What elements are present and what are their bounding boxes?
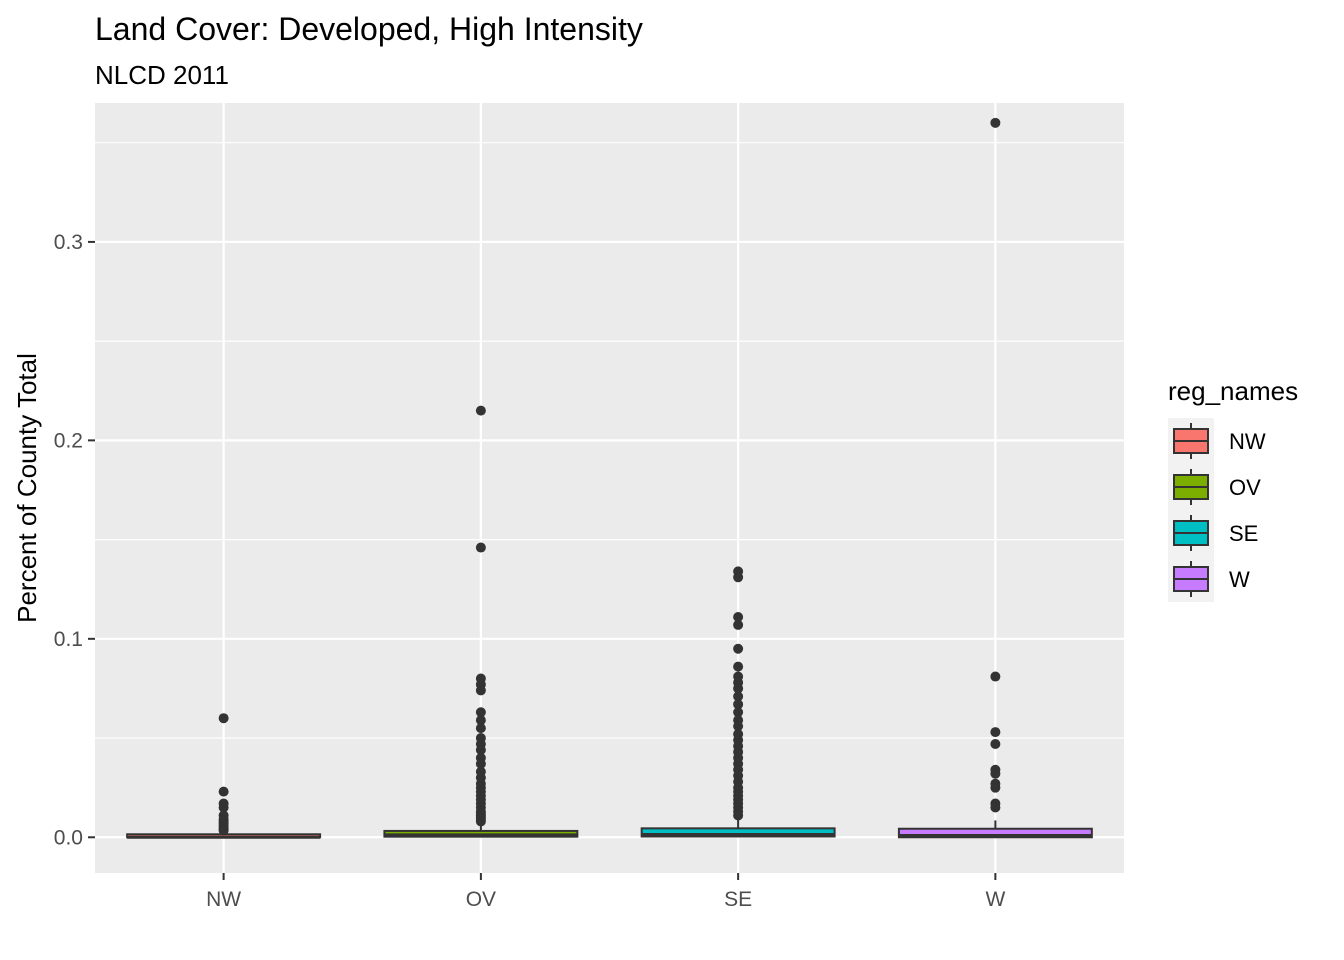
plot-panel [95, 103, 1124, 873]
outlier-point [475, 758, 486, 769]
box-ov [383, 405, 579, 838]
outlier-point [990, 739, 1001, 750]
legend-key-ov [1173, 469, 1209, 505]
axis-layer: 0.0 0.1 0.2 0.3 NW OV SE W [54, 231, 1006, 911]
legend-title: reg_names [1168, 376, 1298, 406]
outlier-point [990, 727, 1001, 738]
outlier-point [475, 723, 486, 734]
chart-subtitle: NLCD 2011 [95, 60, 229, 90]
outlier-point [990, 768, 1001, 779]
legend-key-w [1173, 561, 1209, 597]
box-nw [126, 713, 322, 839]
outlier-point [475, 685, 486, 696]
legend-key-se [1173, 515, 1209, 551]
x-tick-label: OV [466, 888, 496, 911]
chart-title: Land Cover: Developed, High Intensity [95, 11, 643, 47]
outlier-point [475, 744, 486, 755]
y-tick-label: 0.1 [54, 628, 83, 651]
legend-label: NW [1229, 429, 1266, 454]
x-tick-label: SE [724, 888, 752, 911]
outlier-point [218, 802, 229, 813]
outlier-point [733, 810, 744, 821]
y-tick-label: 0.0 [54, 826, 83, 849]
outlier-point [990, 671, 1001, 682]
outlier-point [733, 661, 744, 672]
outlier-point [733, 691, 744, 702]
outlier-point [990, 802, 1001, 813]
y-tick-label: 0.3 [54, 231, 83, 254]
outlier-point [218, 825, 229, 836]
outlier-point [733, 611, 744, 622]
legend-label: W [1229, 567, 1250, 592]
outlier-point [475, 542, 486, 553]
box-se [640, 566, 836, 838]
outlier-point [733, 699, 744, 710]
outlier-point [990, 782, 1001, 793]
outlier-point [218, 786, 229, 797]
outlier-point [990, 117, 1001, 128]
box-layer [126, 117, 1093, 839]
outlier-point [475, 405, 486, 416]
outlier-point [475, 816, 486, 827]
x-tick-label: NW [206, 888, 241, 911]
outlier-point [475, 715, 486, 726]
outlier-point [733, 572, 744, 583]
box-w [897, 117, 1093, 839]
outlier-point [218, 713, 229, 724]
outlier-point [733, 643, 744, 654]
y-axis-title: Percent of County Total [12, 353, 42, 623]
legend-label: OV [1229, 475, 1261, 500]
box-body [897, 827, 1093, 839]
y-tick-label: 0.2 [54, 429, 83, 452]
outlier-point [733, 619, 744, 630]
x-tick-label: W [985, 888, 1005, 911]
outlier-point [733, 683, 744, 694]
legend-key-nw [1173, 423, 1209, 459]
outlier-point [475, 707, 486, 718]
legend: reg_names NW OV SE W [1168, 376, 1298, 602]
outlier-point [733, 707, 744, 718]
outlier-point [733, 721, 744, 732]
box-body [640, 827, 836, 838]
legend-label: SE [1229, 521, 1258, 546]
